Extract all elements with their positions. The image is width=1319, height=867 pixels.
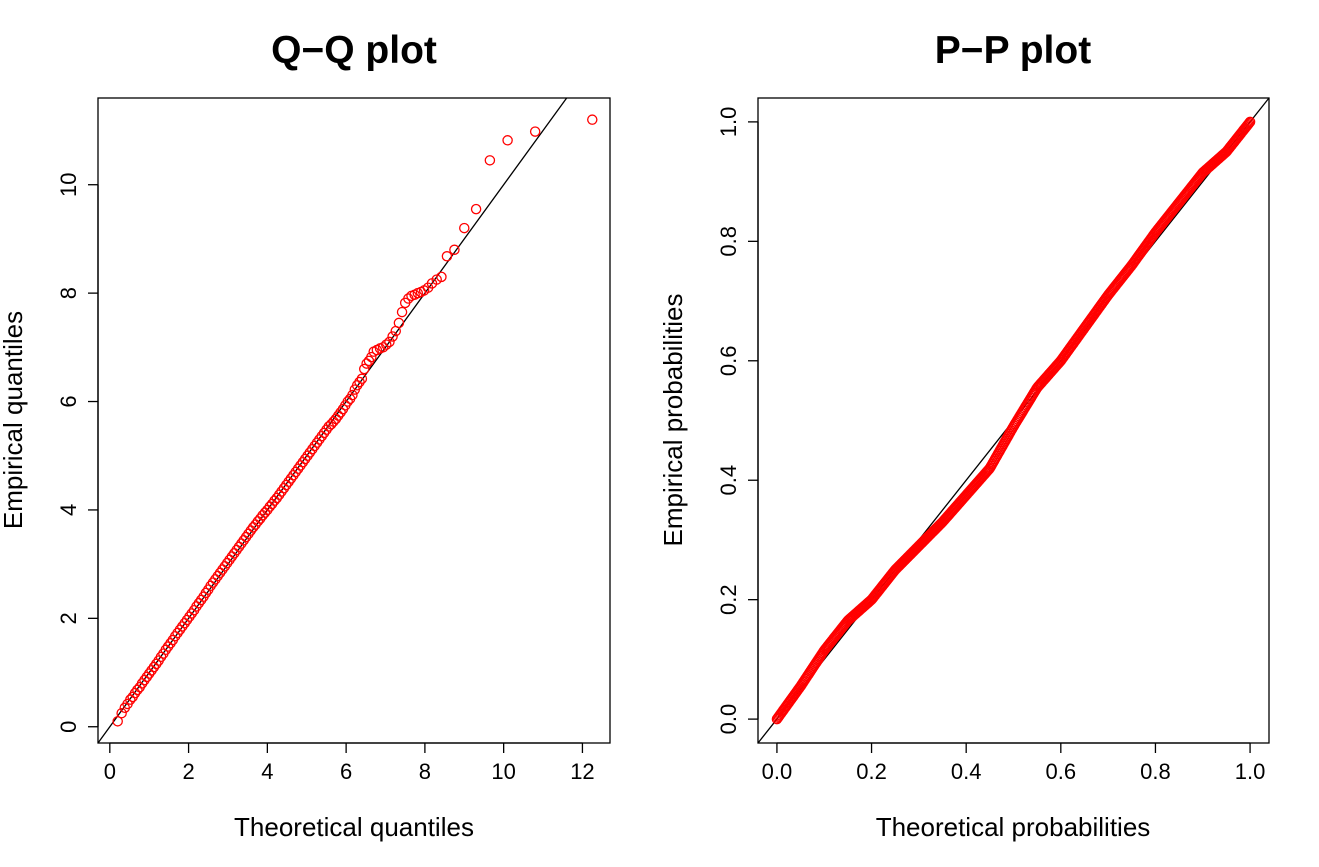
qq-y-axis: 0 2 4 6 8 10 bbox=[56, 172, 99, 733]
qq-x-axis-label: Theoretical quantiles bbox=[234, 812, 474, 842]
qq-y-tick-label: 2 bbox=[56, 612, 81, 624]
qq-point bbox=[165, 638, 176, 649]
qq-point bbox=[366, 351, 377, 363]
pp-x-tick-label: 0.4 bbox=[951, 759, 982, 784]
pp-plot-panel: P−P plot 0.0 0.2 0.4 0.6 0.8 1.0 0.0 0.2 0.4 0.6… bbox=[658, 29, 1270, 842]
pp-points bbox=[771, 116, 1256, 725]
qq-plot-panel: Q−Q plot 0 2 4 6 8 10 12 0 2 4 6 8 10 Theoretical q… bbox=[0, 29, 611, 842]
qq-x-tick-label: 6 bbox=[340, 759, 352, 784]
qq-point bbox=[335, 407, 346, 418]
qq-x-tick-label: 4 bbox=[261, 759, 273, 784]
qq-point bbox=[393, 317, 405, 329]
qq-point bbox=[387, 331, 398, 342]
pp-y-tick-label: 0.2 bbox=[716, 584, 741, 615]
qq-point bbox=[396, 306, 408, 318]
qq-point bbox=[470, 203, 482, 215]
qq-point bbox=[358, 363, 370, 375]
qq-x-tick-label: 8 bbox=[419, 759, 431, 784]
pp-plot-title: P−P plot bbox=[935, 29, 1091, 72]
qq-x-tick-label: 2 bbox=[182, 759, 194, 784]
qq-point bbox=[441, 251, 453, 262]
pp-point bbox=[1244, 116, 1256, 128]
qq-point bbox=[195, 594, 207, 606]
qq-point bbox=[200, 587, 212, 599]
qq-point bbox=[449, 244, 460, 256]
pp-y-axis-label: Empirical probabilities bbox=[658, 294, 688, 547]
pp-x-tick-label: 0.0 bbox=[762, 759, 793, 784]
qq-point bbox=[347, 389, 358, 401]
qq-points bbox=[112, 114, 598, 727]
qq-point bbox=[381, 339, 392, 350]
pp-y-axis: 0.0 0.2 0.4 0.6 0.8 1.0 bbox=[716, 107, 759, 735]
qq-point bbox=[436, 271, 447, 283]
qq-point bbox=[151, 658, 162, 670]
qq-reference-line bbox=[97, 97, 568, 744]
qq-y-tick-label: 10 bbox=[56, 172, 81, 196]
pp-x-tick-label: 1.0 bbox=[1235, 759, 1266, 784]
pp-y-tick-label: 0.6 bbox=[716, 345, 741, 376]
pp-x-tick-label: 0.8 bbox=[1140, 759, 1171, 784]
pp-x-tick-label: 0.6 bbox=[1046, 759, 1077, 784]
qq-point bbox=[529, 126, 541, 137]
qq-point bbox=[155, 651, 167, 663]
pp-y-tick-label: 1.0 bbox=[716, 107, 741, 138]
qq-point bbox=[361, 358, 372, 369]
qq-point bbox=[502, 135, 513, 146]
qq-x-tick-label: 12 bbox=[570, 759, 594, 784]
qq-point bbox=[356, 373, 368, 385]
qq-y-axis-label: Empirical quantiles bbox=[0, 311, 28, 529]
pp-y-tick-label: 0.0 bbox=[716, 704, 741, 735]
qq-y-tick-label: 8 bbox=[56, 287, 81, 299]
qq-y-tick-label: 4 bbox=[56, 504, 81, 516]
qq-plot-title: Q−Q plot bbox=[271, 29, 437, 72]
qq-point bbox=[484, 155, 496, 166]
qq-plot-frame bbox=[97, 97, 611, 744]
qq-point bbox=[384, 336, 395, 348]
pp-point bbox=[1242, 119, 1254, 130]
qq-x-axis: 0 2 4 6 8 10 12 bbox=[104, 742, 595, 784]
qq-x-tick-label: 0 bbox=[104, 759, 116, 784]
pp-y-tick-label: 0.4 bbox=[716, 465, 741, 496]
pp-x-tick-label: 0.2 bbox=[856, 759, 887, 784]
qq-point bbox=[587, 114, 598, 125]
qq-point bbox=[116, 707, 127, 719]
qq-point bbox=[377, 342, 389, 353]
qq-y-tick-label: 6 bbox=[56, 395, 81, 407]
pp-x-axis-label: Theoretical probabilities bbox=[876, 812, 1151, 842]
qq-x-tick-label: 10 bbox=[491, 759, 515, 784]
pp-x-axis: 0.0 0.2 0.4 0.6 0.8 1.0 bbox=[762, 742, 1266, 784]
pp-point bbox=[1241, 120, 1253, 131]
qq-point bbox=[112, 716, 123, 727]
qq-point bbox=[354, 376, 365, 388]
pp-y-tick-label: 0.8 bbox=[716, 226, 741, 257]
qq-point bbox=[186, 608, 197, 619]
qq-y-tick-label: 0 bbox=[56, 721, 81, 733]
pp-point bbox=[1243, 117, 1255, 129]
qq-point bbox=[459, 222, 470, 234]
